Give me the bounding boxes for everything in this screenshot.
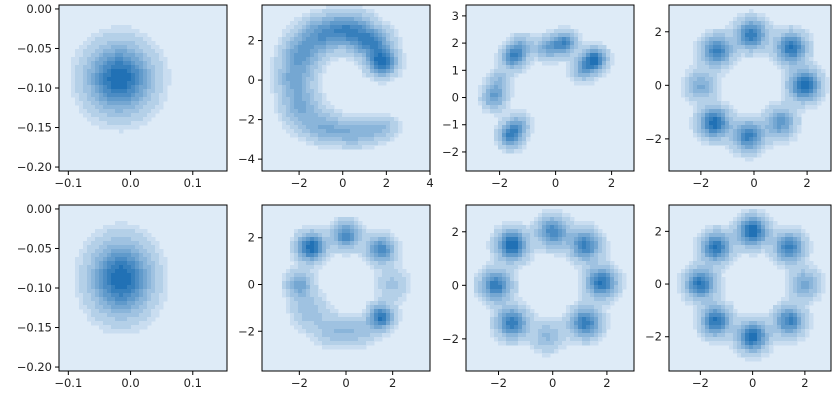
y-tick-label: −2 bbox=[442, 332, 459, 346]
y-tick-label: 0 bbox=[248, 277, 255, 291]
y-tick-label: −2 bbox=[238, 113, 255, 127]
density-field bbox=[677, 209, 826, 362]
x-tick-label: 2 bbox=[608, 176, 615, 190]
density-field bbox=[474, 209, 627, 358]
y-tick-label: 2 bbox=[655, 224, 662, 238]
x-tick-label: 0 bbox=[339, 176, 346, 190]
y-tick-label: −0.05 bbox=[17, 41, 52, 55]
axes-frame bbox=[465, 204, 635, 372]
y-tick-label: −2 bbox=[238, 324, 255, 338]
y-tick-label: −2 bbox=[442, 145, 459, 159]
x-tick-label: 4 bbox=[426, 176, 433, 190]
x-tick-label: 2 bbox=[801, 376, 808, 390]
y-tick-label: 0 bbox=[248, 73, 255, 87]
x-tick-label: 0 bbox=[749, 376, 756, 390]
x-tick-label: 0 bbox=[750, 176, 757, 190]
x-tick-label: 0.0 bbox=[121, 176, 139, 190]
kde-row1-col3-panel: −2 0 2 3 2 1 0 −1 −2 bbox=[442, 4, 635, 190]
y-tick-label: −0.05 bbox=[17, 241, 52, 255]
kde-row1-col1-panel: −0.1 0.0 0.1 0.00 −0.05 −0.10 −0.15 −0.20 bbox=[17, 2, 228, 190]
x-tick-label: 2 bbox=[803, 176, 810, 190]
axes-frame bbox=[668, 4, 832, 172]
y-tick-label: −0.15 bbox=[17, 321, 52, 335]
kde-row1-col4-panel: −2 0 2 2 0 −2 bbox=[645, 4, 832, 190]
y-tick-label: 0 bbox=[452, 278, 459, 292]
y-tick-label: 0 bbox=[452, 91, 459, 105]
x-tick-label: 0 bbox=[552, 176, 559, 190]
x-tick-label: −2 bbox=[291, 376, 308, 390]
y-tick-label: −0.20 bbox=[17, 160, 52, 174]
y-tick-label: 2 bbox=[452, 36, 459, 50]
x-tick-label: 0.1 bbox=[184, 176, 202, 190]
y-tick-label: −1 bbox=[442, 118, 459, 132]
x-tick-label: 0 bbox=[342, 376, 349, 390]
density-field bbox=[681, 9, 830, 162]
y-tick-label: 0 bbox=[655, 78, 662, 92]
axes-frame bbox=[465, 4, 635, 172]
x-tick-label: 0.1 bbox=[184, 376, 202, 390]
y-tick-label: −4 bbox=[238, 152, 255, 166]
y-tick-label: −2 bbox=[645, 132, 662, 146]
y-tick-label: 2 bbox=[452, 225, 459, 239]
x-tick-label: −0.1 bbox=[54, 176, 82, 190]
kde-row2-col4-panel: −2 0 2 2 0 −2 bbox=[645, 204, 832, 390]
y-tick-label: 3 bbox=[452, 9, 459, 23]
x-tick-label: −2 bbox=[491, 176, 508, 190]
x-tick-label: −0.1 bbox=[54, 376, 82, 390]
density-field bbox=[478, 25, 615, 154]
y-tick-label: 2 bbox=[248, 231, 255, 245]
x-tick-label: 0 bbox=[549, 376, 556, 390]
y-tick-label: −2 bbox=[645, 330, 662, 344]
y-tick-label: 2 bbox=[655, 25, 662, 39]
axes-frame bbox=[261, 4, 431, 172]
density-field bbox=[282, 217, 411, 350]
y-tick-label: −0.10 bbox=[17, 81, 52, 95]
x-tick-label: −2 bbox=[490, 376, 507, 390]
x-tick-label: −2 bbox=[692, 176, 709, 190]
x-tick-label: 2 bbox=[389, 376, 396, 390]
kde-row1-col2-panel: −2 0 2 4 2 0 −2 −4 bbox=[238, 4, 434, 190]
kde-row2-col2-panel: −2 0 2 2 0 −2 bbox=[238, 204, 431, 390]
y-tick-label: 0 bbox=[655, 277, 662, 291]
y-tick-label: −0.20 bbox=[17, 360, 52, 374]
density-field bbox=[71, 25, 172, 134]
x-tick-label: 0.0 bbox=[121, 376, 139, 390]
x-tick-label: −2 bbox=[291, 176, 308, 190]
density-field bbox=[270, 5, 407, 150]
y-tick-label: 0.00 bbox=[26, 2, 52, 16]
x-tick-label: 2 bbox=[383, 176, 390, 190]
x-tick-label: −2 bbox=[692, 376, 709, 390]
y-tick-label: 0.00 bbox=[26, 202, 52, 216]
density-field bbox=[75, 221, 168, 334]
kde-row2-col3-panel: −2 0 2 2 0 −2 bbox=[442, 204, 635, 390]
x-tick-label: 2 bbox=[603, 376, 610, 390]
axes-frame bbox=[668, 204, 832, 372]
kde-row2-col1-panel: −0.1 0.0 0.1 0.00 −0.05 −0.10 −0.15 −0.20 bbox=[17, 202, 228, 390]
y-tick-label: −0.15 bbox=[17, 121, 52, 135]
y-tick-label: 1 bbox=[452, 63, 459, 77]
y-tick-label: −0.10 bbox=[17, 281, 52, 295]
y-tick-label: 2 bbox=[248, 34, 255, 48]
